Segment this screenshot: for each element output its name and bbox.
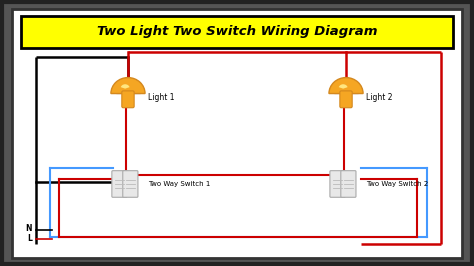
Wedge shape: [329, 78, 363, 94]
FancyBboxPatch shape: [334, 83, 358, 93]
Text: Two Way Switch 2: Two Way Switch 2: [366, 181, 428, 187]
Text: Two Way Switch 1: Two Way Switch 1: [148, 181, 210, 187]
FancyBboxPatch shape: [340, 91, 352, 108]
Text: N: N: [26, 224, 32, 233]
Wedge shape: [121, 84, 129, 89]
FancyBboxPatch shape: [330, 171, 345, 197]
FancyBboxPatch shape: [122, 91, 134, 108]
FancyBboxPatch shape: [12, 9, 462, 258]
FancyBboxPatch shape: [341, 171, 356, 197]
FancyBboxPatch shape: [21, 16, 453, 48]
FancyBboxPatch shape: [116, 83, 140, 93]
Text: Light 2: Light 2: [366, 93, 392, 102]
Wedge shape: [111, 78, 145, 94]
FancyBboxPatch shape: [112, 171, 127, 197]
Text: Two Light Two Switch Wiring Diagram: Two Light Two Switch Wiring Diagram: [97, 26, 377, 38]
Wedge shape: [339, 84, 347, 89]
FancyBboxPatch shape: [2, 2, 472, 264]
Text: Light 1: Light 1: [148, 93, 174, 102]
Text: L: L: [27, 234, 32, 243]
FancyBboxPatch shape: [123, 171, 138, 197]
